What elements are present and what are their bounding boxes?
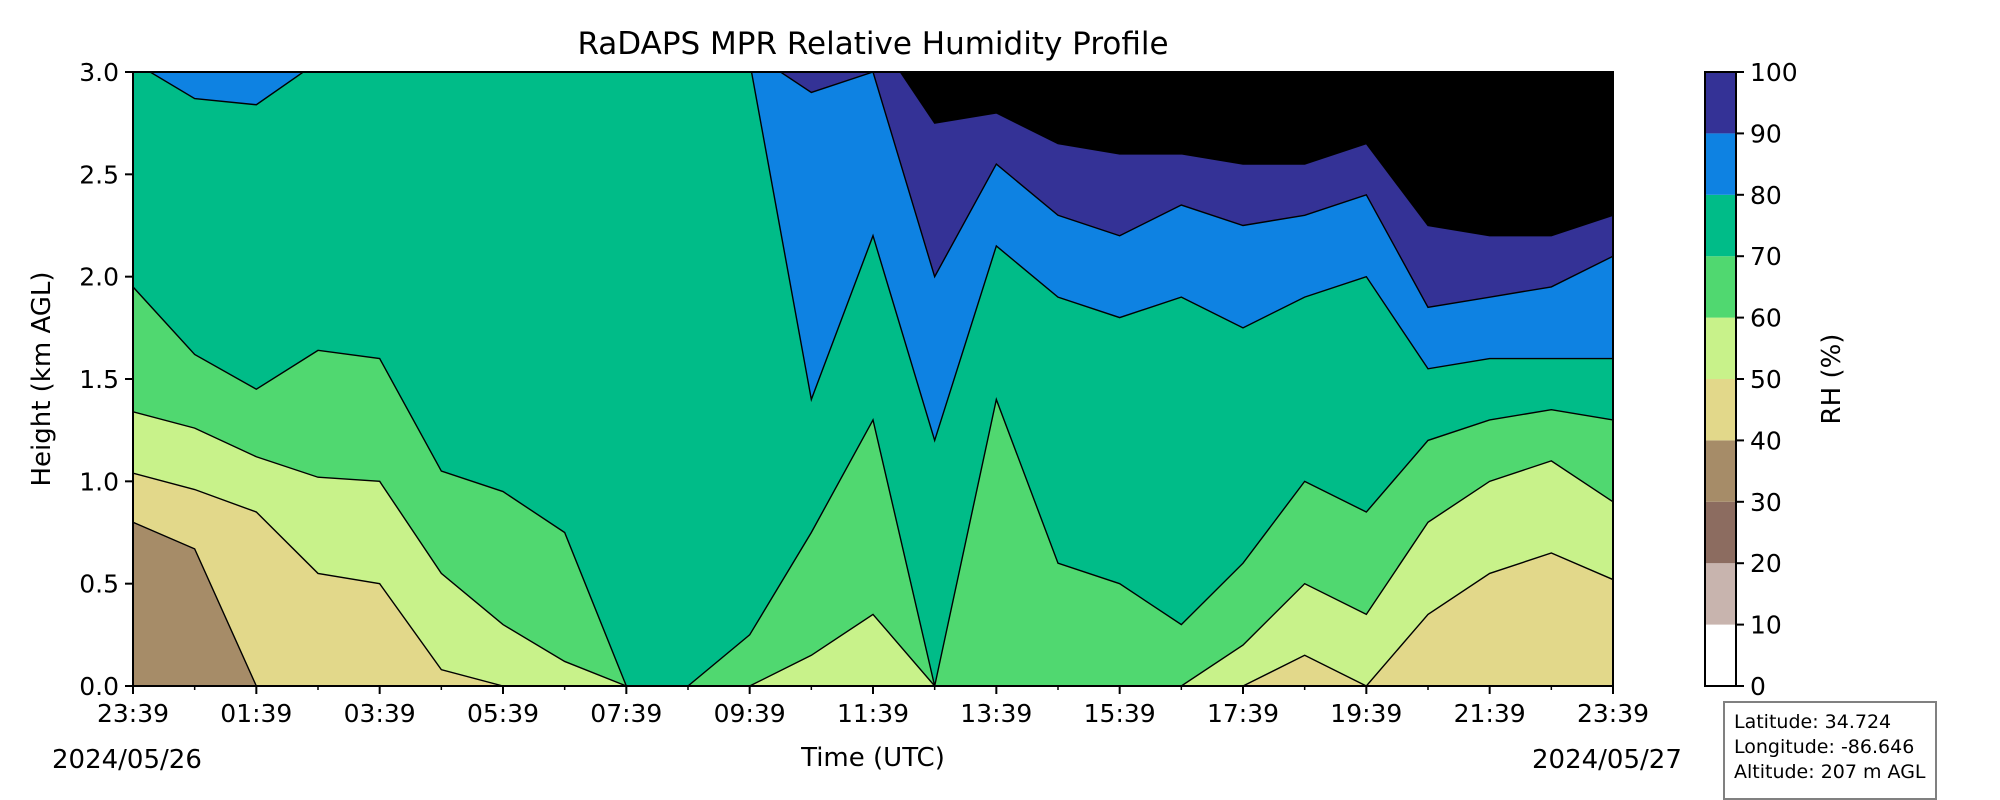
colorbar-tick-label: 30 [1750, 488, 1782, 517]
y-tick-label: 2.0 [79, 263, 119, 292]
x-tick-label: 03:39 [344, 699, 416, 728]
rh-contour-80 [148, 72, 1613, 443]
colorbar-segment [1705, 133, 1736, 195]
x-tick-label: 19:39 [1330, 699, 1402, 728]
colorbar-tick-label: 80 [1750, 181, 1782, 210]
end-date-label: 2024/05/27 [1532, 745, 1682, 775]
colorbar-tick-label: 60 [1750, 304, 1782, 333]
y-tick-label: 0.0 [79, 672, 119, 701]
x-tick-label: 01:39 [220, 699, 292, 728]
colorbar-tick-label: 50 [1750, 365, 1782, 394]
colorbar-segment [1705, 440, 1736, 502]
colorbar-segment [1705, 194, 1736, 257]
latitude-text: Latitude: 34.724 [1734, 711, 1892, 733]
rh-contour-60 [133, 411, 1613, 686]
colorbar-segment [1705, 624, 1736, 686]
y-axis-label: Height (km AGL) [27, 271, 57, 486]
colorbar-tick-label: 100 [1750, 58, 1798, 87]
colorbar-tick-label: 10 [1750, 611, 1782, 640]
colorbar-segment [1705, 72, 1736, 134]
y-tick-label: 3.0 [79, 58, 119, 87]
colorbar-segment [1705, 379, 1736, 441]
x-tick-label: 21:39 [1454, 699, 1526, 728]
colorbar-segment [1705, 501, 1736, 564]
station-info-box: Latitude: 34.724 Longitude: -86.646 Alti… [1723, 701, 1937, 800]
y-tick-label: 1.5 [79, 365, 119, 394]
start-date-label: 2024/05/26 [52, 745, 202, 775]
rh-contour-50 [133, 472, 1613, 686]
x-tick-label: 09:39 [714, 699, 786, 728]
x-tick-label: 05:39 [467, 699, 539, 728]
y-tick-label: 0.5 [79, 570, 119, 599]
y-tick-label: 2.5 [79, 160, 119, 189]
rh-band-100-110 [900, 72, 1613, 236]
x-tick-label: 17:39 [1207, 699, 1279, 728]
rh-contour-90 [779, 72, 1613, 309]
chart-title: RaDAPS MPR Relative Humidity Profile [577, 26, 1168, 62]
colorbar-tick-label: 40 [1750, 426, 1782, 455]
altitude-text: Altitude: 207 m AGL [1734, 761, 1926, 783]
y-tick-label: 1.0 [79, 467, 119, 496]
colorbar-tick-label: 0 [1750, 672, 1766, 701]
colorbar-segment [1705, 317, 1736, 379]
x-tick-label: 23:39 [97, 699, 169, 728]
colorbar-tick-label: 70 [1750, 242, 1782, 271]
x-tick-label: 11:39 [837, 699, 909, 728]
x-tick-label: 15:39 [1084, 699, 1156, 728]
colorbar-segment [1705, 256, 1736, 318]
x-axis-label: Time (UTC) [800, 743, 945, 773]
colorbar-tick-label: 90 [1750, 119, 1782, 148]
rh-contour-70 [133, 286, 1613, 686]
longitude-text: Longitude: -86.646 [1734, 736, 1915, 758]
colorbar-segment [1705, 563, 1736, 625]
colorbar-tick-label: 20 [1750, 549, 1782, 578]
x-tick-label: 07:39 [590, 699, 662, 728]
rh-contour-100 [899, 72, 1613, 237]
colorbar-label: RH (%) [1817, 334, 1847, 425]
x-tick-label: 23:39 [1577, 699, 1649, 728]
x-tick-label: 13:39 [960, 699, 1032, 728]
